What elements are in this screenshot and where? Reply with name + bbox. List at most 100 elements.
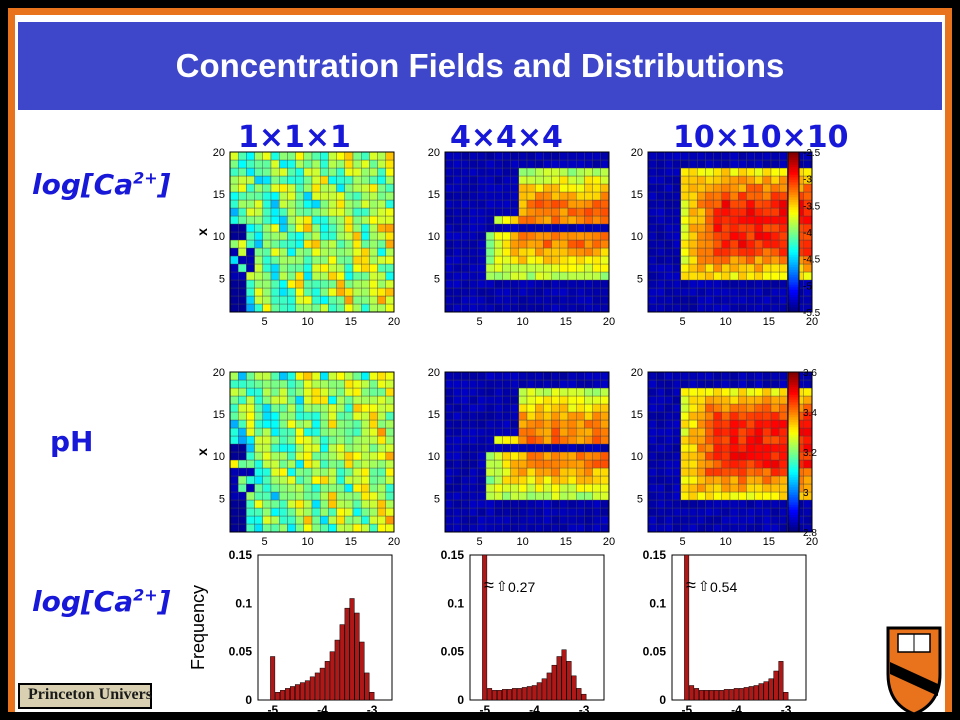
heatmap-cell — [762, 427, 772, 437]
heatmap-cell — [526, 371, 536, 381]
heatmap-cell — [279, 499, 288, 509]
heatmap-cell — [680, 419, 690, 429]
heatmap-cell — [361, 207, 370, 217]
heatmap-cell — [279, 183, 288, 193]
heatmap-cell — [477, 287, 487, 297]
heatmap-cell — [729, 287, 739, 297]
colorbar-step — [788, 152, 799, 155]
heatmap-cell — [344, 239, 354, 249]
heatmap-cell — [453, 475, 462, 485]
heatmap-cell — [688, 427, 698, 437]
heatmap-cell — [647, 287, 657, 297]
heatmap-cell — [584, 159, 593, 169]
heatmap-cell — [600, 159, 610, 169]
heatmap-cell — [664, 499, 673, 509]
heatmap-xtick-label: 20 — [603, 316, 615, 328]
heatmap-cell — [469, 451, 478, 461]
heatmap-cell — [518, 379, 528, 389]
histogram-bar — [718, 690, 724, 701]
heatmap-cell — [584, 239, 593, 249]
heatmap-cell — [688, 499, 698, 509]
heatmap-cell — [377, 159, 386, 169]
heatmap-cell — [485, 231, 495, 241]
heatmap-cell — [238, 191, 247, 201]
heatmap-cell — [361, 443, 370, 453]
heatmap-cell — [477, 175, 487, 185]
heatmap-cell — [361, 175, 370, 185]
heatmap-cell — [270, 371, 280, 381]
heatmap-cell — [526, 387, 536, 397]
heatmap-cell — [270, 223, 280, 233]
heatmap-cell — [705, 191, 714, 201]
heatmap-cell — [311, 231, 321, 241]
heatmap-cell — [369, 279, 378, 289]
heatmap-cell — [385, 151, 395, 161]
colorbar-step — [788, 464, 799, 468]
heatmap-cell — [295, 459, 304, 469]
heatmap-cell — [303, 427, 313, 437]
heatmap-cell — [713, 387, 722, 397]
heatmap-panel-1-2 — [444, 151, 610, 313]
colorbar-step — [788, 294, 799, 298]
heatmap-cell — [526, 175, 536, 185]
heatmap-cell — [461, 303, 470, 313]
heatmap-cell — [502, 151, 511, 161]
heatmap-cell — [600, 411, 610, 421]
heatmap-cell — [770, 167, 780, 177]
heatmap-cell — [688, 467, 698, 477]
heatmap-cell — [303, 175, 313, 185]
heatmap-cell — [713, 199, 722, 209]
heatmap-xtick-label: 10 — [720, 536, 732, 548]
heatmap-cell — [328, 287, 337, 297]
histogram-xtick-label: -4 — [317, 703, 328, 717]
heatmap-cell — [510, 427, 519, 437]
heatmap-cell — [754, 515, 763, 525]
heatmap-cell — [543, 159, 552, 169]
heatmap-cell — [535, 303, 544, 313]
heatmap-cell — [262, 167, 272, 177]
heatmap-cell — [518, 199, 528, 209]
heatmap-cell — [584, 303, 593, 313]
heatmap-cell — [584, 287, 593, 297]
heatmap-cell — [377, 263, 386, 273]
heatmap-cell — [287, 263, 296, 273]
heatmap-cell — [779, 371, 788, 381]
heatmap-cell — [779, 239, 788, 249]
heatmap-cell — [328, 183, 337, 193]
heatmap-cell — [551, 403, 560, 413]
heatmap-cell — [287, 183, 296, 193]
heatmap-cell — [803, 295, 813, 305]
heatmap-cell — [502, 507, 511, 517]
heatmap-cell — [551, 295, 560, 305]
heatmap-cell — [328, 395, 337, 405]
heatmap-cell — [238, 443, 247, 453]
heatmap-cell — [246, 295, 255, 305]
heatmap-cell — [592, 483, 601, 493]
heatmap-cell — [526, 167, 536, 177]
heatmap-cell — [510, 459, 519, 469]
heatmap-cell — [713, 483, 722, 493]
heatmap-cell — [477, 303, 487, 313]
histogram-bar — [723, 689, 729, 701]
colorbar-step — [788, 227, 799, 230]
heatmap-cell — [477, 239, 487, 249]
heatmap-cell — [576, 403, 585, 413]
heatmap-cell — [770, 223, 780, 233]
heatmap-cell — [270, 379, 280, 389]
histogram-bar — [329, 651, 335, 701]
heatmap-cell — [229, 459, 239, 469]
heatmap-cell — [697, 427, 706, 437]
colorbar-step — [788, 307, 799, 310]
heatmap-cell — [469, 403, 478, 413]
heatmap-cell — [477, 191, 487, 201]
heatmap-cell — [551, 451, 560, 461]
heatmap-cell — [518, 207, 528, 217]
colorbar-step — [788, 162, 799, 165]
histogram-bar — [334, 639, 340, 701]
heatmap-cell — [469, 279, 478, 289]
histogram-bar — [748, 686, 754, 701]
colorbar-step — [788, 439, 799, 443]
heatmap-cell — [270, 483, 280, 493]
heatmap-cell — [311, 183, 321, 193]
heatmap-cell — [762, 459, 772, 469]
